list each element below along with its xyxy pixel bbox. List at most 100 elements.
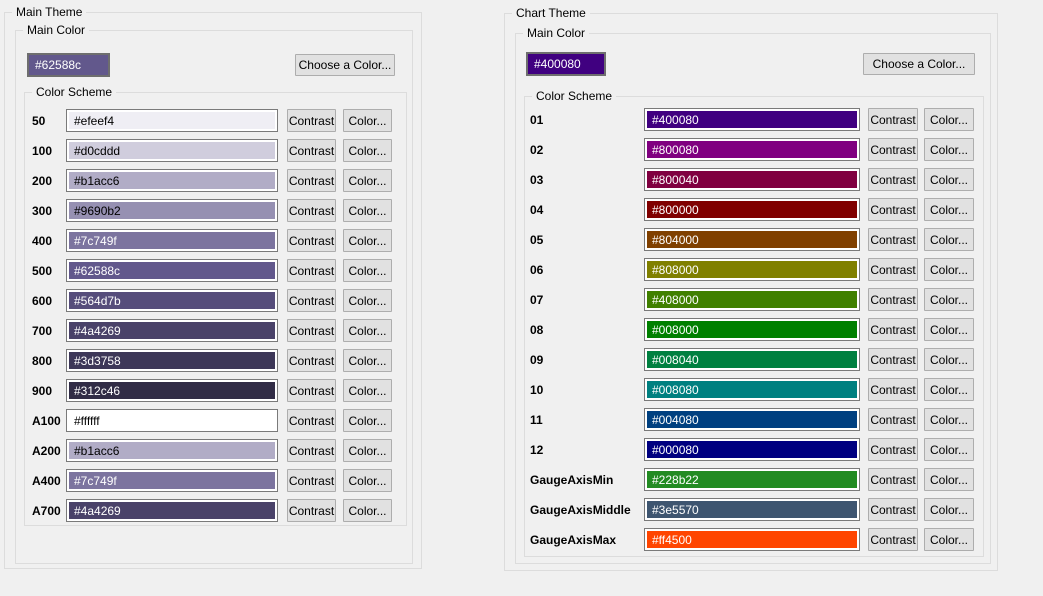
main-color-group: Main Color #62588c Choose a Color... Col… xyxy=(15,23,413,564)
color-button[interactable]: Color... xyxy=(924,198,974,221)
contrast-button[interactable]: Contrast xyxy=(868,198,918,221)
choose-a-color-button[interactable]: Choose a Color... xyxy=(295,54,395,76)
contrast-button[interactable]: Contrast xyxy=(868,408,918,431)
contrast-button[interactable]: Contrast xyxy=(287,229,336,252)
contrast-button[interactable]: Contrast xyxy=(287,199,336,222)
color-hex-value: #564d7b xyxy=(69,292,275,309)
contrast-button[interactable]: Contrast xyxy=(287,499,336,522)
color-swatch-field[interactable]: #9690b2 xyxy=(66,199,278,222)
color-button[interactable]: Color... xyxy=(924,288,974,311)
color-swatch-field[interactable]: #004080 xyxy=(644,408,860,431)
color-button[interactable]: Color... xyxy=(924,108,974,131)
contrast-button[interactable]: Contrast xyxy=(287,469,336,492)
color-button[interactable]: Color... xyxy=(343,469,392,492)
contrast-button[interactable]: Contrast xyxy=(868,348,918,371)
color-swatch-field[interactable]: #efeef4 xyxy=(66,109,278,132)
color-swatch-field[interactable]: #b1acc6 xyxy=(66,439,278,462)
color-button[interactable]: Color... xyxy=(343,499,392,522)
color-swatch-field[interactable]: #b1acc6 xyxy=(66,169,278,192)
color-swatch-field[interactable]: #3d3758 xyxy=(66,349,278,372)
color-hex-value: #228b22 xyxy=(647,471,857,488)
color-swatch-field[interactable]: #000080 xyxy=(644,438,860,461)
color-button[interactable]: Color... xyxy=(343,229,392,252)
contrast-button[interactable]: Contrast xyxy=(287,109,336,132)
contrast-button[interactable]: Contrast xyxy=(868,288,918,311)
color-scheme-row-label: 11 xyxy=(530,412,543,427)
color-button[interactable]: Color... xyxy=(343,109,392,132)
contrast-button[interactable]: Contrast xyxy=(287,349,336,372)
contrast-button[interactable]: Contrast xyxy=(287,319,336,342)
color-button[interactable]: Color... xyxy=(343,379,392,402)
color-button[interactable]: Color... xyxy=(924,528,974,551)
contrast-button[interactable]: Contrast xyxy=(287,139,336,162)
color-button[interactable]: Color... xyxy=(924,348,974,371)
color-scheme-row: A700 #4a4269 Contrast Color... xyxy=(32,499,406,522)
color-button[interactable]: Color... xyxy=(343,349,392,372)
contrast-button[interactable]: Contrast xyxy=(287,289,336,312)
contrast-button[interactable]: Contrast xyxy=(868,168,918,191)
contrast-button[interactable]: Contrast xyxy=(868,378,918,401)
color-swatch-field[interactable]: #800000 xyxy=(644,198,860,221)
color-button[interactable]: Color... xyxy=(343,259,392,282)
contrast-button[interactable]: Contrast xyxy=(868,228,918,251)
color-swatch-field[interactable]: #800040 xyxy=(644,168,860,191)
color-swatch-field[interactable]: #228b22 xyxy=(644,468,860,491)
color-swatch-field[interactable]: #564d7b xyxy=(66,289,278,312)
color-swatch-field[interactable]: #7c749f xyxy=(66,229,278,252)
contrast-button[interactable]: Contrast xyxy=(868,138,918,161)
color-button[interactable]: Color... xyxy=(924,228,974,251)
color-button[interactable]: Color... xyxy=(343,199,392,222)
color-button[interactable]: Color... xyxy=(924,498,974,521)
contrast-button[interactable]: Contrast xyxy=(868,318,918,341)
color-swatch-field[interactable]: #d0cddd xyxy=(66,139,278,162)
color-button[interactable]: Color... xyxy=(343,139,392,162)
color-swatch-field[interactable]: #408000 xyxy=(644,288,860,311)
color-swatch-field[interactable]: #800080 xyxy=(644,138,860,161)
color-button[interactable]: Color... xyxy=(924,258,974,281)
color-swatch-field[interactable]: #804000 xyxy=(644,228,860,251)
color-button[interactable]: Color... xyxy=(924,378,974,401)
contrast-button[interactable]: Contrast xyxy=(868,108,918,131)
color-swatch-field[interactable]: #400080 xyxy=(644,108,860,131)
color-button[interactable]: Color... xyxy=(924,468,974,491)
color-button[interactable]: Color... xyxy=(924,318,974,341)
color-swatch-field[interactable]: #4a4269 xyxy=(66,319,278,342)
contrast-button[interactable]: Contrast xyxy=(287,169,336,192)
color-scheme-group: Color Scheme 01 #400080 Contrast Color... 02… xyxy=(524,89,984,557)
color-swatch-field[interactable]: #7c749f xyxy=(66,469,278,492)
color-button[interactable]: Color... xyxy=(343,289,392,312)
color-swatch-field[interactable]: #008080 xyxy=(644,378,860,401)
color-button[interactable]: Color... xyxy=(343,319,392,342)
color-button[interactable]: Color... xyxy=(343,439,392,462)
color-button[interactable]: Color... xyxy=(924,408,974,431)
color-swatch-field[interactable]: #3e5570 xyxy=(644,498,860,521)
contrast-button[interactable]: Contrast xyxy=(287,379,336,402)
contrast-button[interactable]: Contrast xyxy=(287,439,336,462)
color-swatch-field[interactable]: #ff4500 xyxy=(644,528,860,551)
contrast-button[interactable]: Contrast xyxy=(287,259,336,282)
color-swatch-field[interactable]: #008040 xyxy=(644,348,860,371)
color-scheme-group-title: Color Scheme xyxy=(532,89,617,103)
color-swatch-field[interactable]: #312c46 xyxy=(66,379,278,402)
contrast-button[interactable]: Contrast xyxy=(868,258,918,281)
color-scheme-row: 07 #408000 Contrast Color... xyxy=(530,288,983,311)
color-button[interactable]: Color... xyxy=(343,169,392,192)
contrast-button[interactable]: Contrast xyxy=(868,438,918,461)
color-swatch-field[interactable]: #62588c xyxy=(66,259,278,282)
color-button[interactable]: Color... xyxy=(924,438,974,461)
color-scheme-row-label: 300 xyxy=(32,203,53,218)
color-button[interactable]: Color... xyxy=(924,138,974,161)
color-button[interactable]: Color... xyxy=(924,168,974,191)
color-button[interactable]: Color... xyxy=(343,409,392,432)
color-swatch-field[interactable]: #4a4269 xyxy=(66,499,278,522)
contrast-button[interactable]: Contrast xyxy=(287,409,336,432)
color-swatch-field[interactable]: #ffffff xyxy=(66,409,278,432)
choose-a-color-button[interactable]: Choose a Color... xyxy=(863,53,975,75)
color-scheme-row-label: 01 xyxy=(530,112,544,127)
color-swatch-field[interactable]: #808000 xyxy=(644,258,860,281)
color-swatch-field[interactable]: #008000 xyxy=(644,318,860,341)
contrast-button[interactable]: Contrast xyxy=(868,498,918,521)
contrast-button[interactable]: Contrast xyxy=(868,528,918,551)
contrast-button[interactable]: Contrast xyxy=(868,468,918,491)
